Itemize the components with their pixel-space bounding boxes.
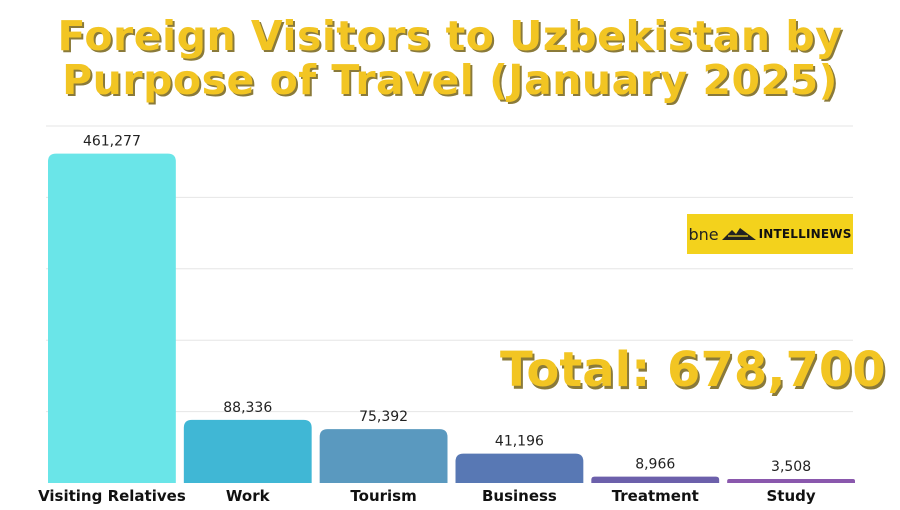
mountain-icon: [721, 228, 756, 240]
category-label: Tourism: [350, 487, 416, 505]
category-label: Work: [226, 487, 271, 505]
logo-intellinews-text: INTELLINEWS: [758, 227, 852, 241]
data-label: 461,277: [83, 134, 141, 150]
bne-intellinews-logo: bne INTELLINEWS: [687, 214, 853, 254]
data-label: 88,336: [223, 400, 272, 416]
total-label: Total: 678,700: [500, 342, 886, 398]
data-label: 8,966: [635, 457, 675, 473]
bar-business: [455, 453, 584, 483]
bar-work: [183, 419, 312, 483]
data-label: 75,392: [359, 409, 408, 425]
title-line-2: Purpose of Travel (January 2025): [62, 56, 838, 104]
chart-title: Foreign Visitors to Uzbekistan by Purpos…: [0, 14, 900, 102]
category-label: Study: [766, 487, 815, 505]
bar-treatment: [591, 476, 720, 483]
bar-visiting-relatives: [48, 153, 176, 483]
category-label: Visiting Relatives: [38, 487, 186, 505]
title-line-1: Foreign Visitors to Uzbekistan by: [57, 12, 843, 60]
logo-bne-text: bne: [688, 224, 719, 244]
category-label: Treatment: [612, 487, 699, 505]
data-label: 41,196: [495, 434, 544, 450]
bar-tourism: [319, 429, 448, 483]
bar-study: [727, 479, 855, 483]
category-label: Business: [482, 487, 557, 505]
data-label: 3,508: [771, 459, 811, 475]
